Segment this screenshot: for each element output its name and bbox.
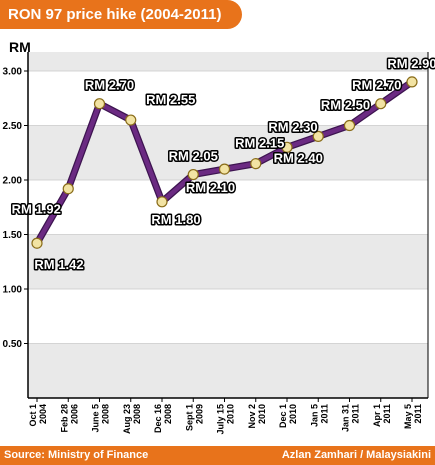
- x-tick-date-2: June 5: [91, 404, 101, 433]
- x-tick-date-11: Apr 1: [372, 404, 382, 427]
- data-point-9: [312, 130, 324, 142]
- y-axis-label: RM: [9, 39, 31, 55]
- data-point-7: [250, 158, 262, 170]
- x-tick-label-12: May 5 2011: [403, 404, 423, 429]
- data-point-0: [31, 237, 43, 249]
- footer-bar: Source: Ministry of Finance Azlan Zamhar…: [0, 446, 435, 465]
- data-point-8: [281, 141, 293, 153]
- x-tick-label-10: Jan 31 2011: [341, 404, 361, 432]
- y-tick-label-4: 2.50: [3, 121, 23, 132]
- x-tick-date-8: Dec 1: [278, 404, 288, 428]
- y-tick-label-0: 0.50: [3, 339, 23, 350]
- x-tick-year-0: 2004: [38, 404, 48, 424]
- data-label-11: RM 2.70: [352, 78, 401, 93]
- x-tick-date-1: Feb 28: [59, 404, 69, 433]
- data-points: [31, 76, 418, 249]
- x-tick-date-7: Nov 2: [247, 404, 257, 429]
- data-label-12: RM 2.90: [387, 56, 435, 71]
- x-tick-year-8: 2010: [288, 404, 298, 424]
- data-label-10: RM 2.50: [321, 98, 370, 113]
- grid-band-1: [28, 234, 428, 289]
- x-tick-date-6: July 15: [216, 404, 226, 435]
- data-label-2: RM 2.70: [85, 78, 134, 93]
- chart-title: RON 97 price hike (2004-2011): [8, 6, 222, 23]
- data-point-10: [343, 119, 356, 132]
- y-tick-label-1: 1.00: [3, 285, 23, 296]
- x-tick-year-4: 2008: [163, 404, 173, 424]
- x-tick-label-4: Dec 16 2008: [153, 404, 173, 433]
- x-tick-label-8: Dec 1 2010: [278, 404, 298, 428]
- x-tick-year-3: 2008: [132, 404, 142, 424]
- x-tick-year-10: 2011: [351, 404, 361, 424]
- x-tick-year-5: 2009: [194, 404, 204, 424]
- x-tick-labels: Oct 1 2004 Feb 28 2006 June 5 2008 Aug 23 2008 D…: [28, 398, 423, 435]
- x-tick-date-10: Jan 31: [341, 404, 351, 432]
- data-point-4: [156, 196, 168, 208]
- data-point-6: [218, 163, 231, 175]
- data-label-7: RM 2.15: [235, 136, 284, 151]
- x-tick-year-7: 2010: [257, 404, 267, 424]
- band-top: [28, 52, 428, 71]
- x-tick-label-3: Aug 23 2008: [122, 404, 142, 434]
- x-tick-year-12: 2011: [413, 404, 423, 424]
- x-tick-label-7: Nov 2 2010: [247, 404, 267, 429]
- data-label-9: RM 2.40: [274, 150, 323, 165]
- y-tick-labels: 0.50 1.00 1.50 2.00 2.50 3.00: [3, 67, 28, 350]
- x-tick-date-3: Aug 23: [122, 404, 132, 434]
- data-label-0: RM 1.42: [34, 257, 83, 272]
- x-tick-label-2: June 5 2008: [91, 404, 111, 433]
- data-point-2: [93, 98, 106, 110]
- x-tick-year-1: 2006: [69, 404, 79, 424]
- data-label-5: RM 2.05: [169, 149, 218, 164]
- data-label-6: RM 2.10: [186, 180, 235, 195]
- title-banner: RON 97 price hike (2004-2011): [0, 0, 242, 29]
- x-tick-date-0: Oct 1: [28, 404, 38, 427]
- data-label-4: RM 1.80: [151, 212, 200, 227]
- grid-band-2: [28, 343, 428, 398]
- data-labels: RM 1.42 RM 1.92 RM 2.70 RM 2.55 RM 1.80 RM 2.…: [10, 54, 435, 273]
- x-tick-date-5: Sept 1: [184, 404, 194, 431]
- data-label-1: RM 1.92: [12, 202, 61, 217]
- x-tick-year-11: 2011: [382, 404, 392, 424]
- data-point-1: [62, 183, 74, 195]
- y-tick-label-2: 1.50: [3, 230, 23, 241]
- x-tick-label-0: Oct 1 2004: [28, 404, 48, 427]
- data-label-3: RM 2.55: [146, 92, 195, 107]
- data-point-3: [125, 114, 137, 126]
- x-tick-date-12: May 5: [403, 404, 413, 429]
- x-tick-date-4: Dec 16: [153, 404, 163, 433]
- x-tick-label-1: Feb 28 2006: [59, 404, 79, 433]
- x-tick-label-6: July 15 2010: [216, 404, 236, 435]
- data-point-11: [375, 98, 387, 110]
- y-tick-label-5: 3.00: [3, 67, 23, 78]
- data-point-12: [406, 76, 418, 88]
- y-tick-label-3: 2.00: [3, 176, 23, 187]
- x-tick-label-5: Sept 1 2009: [184, 404, 204, 431]
- data-label-8: RM 2.30: [268, 119, 317, 134]
- source-note: Source: Ministry of Finance: [4, 449, 149, 461]
- data-point-5: [187, 168, 199, 181]
- credit-note: Azlan Zamhari / Malaysiakini: [281, 449, 431, 461]
- x-tick-year-2: 2008: [101, 404, 111, 424]
- x-tick-date-9: Jan 5: [309, 404, 319, 427]
- x-tick-year-9: 2011: [319, 404, 329, 424]
- x-tick-label-9: Jan 5 2011: [309, 404, 329, 427]
- axes: [27, 52, 429, 399]
- x-tick-label-11: Apr 1 2011: [372, 404, 392, 427]
- x-tick-year-6: 2010: [226, 404, 236, 424]
